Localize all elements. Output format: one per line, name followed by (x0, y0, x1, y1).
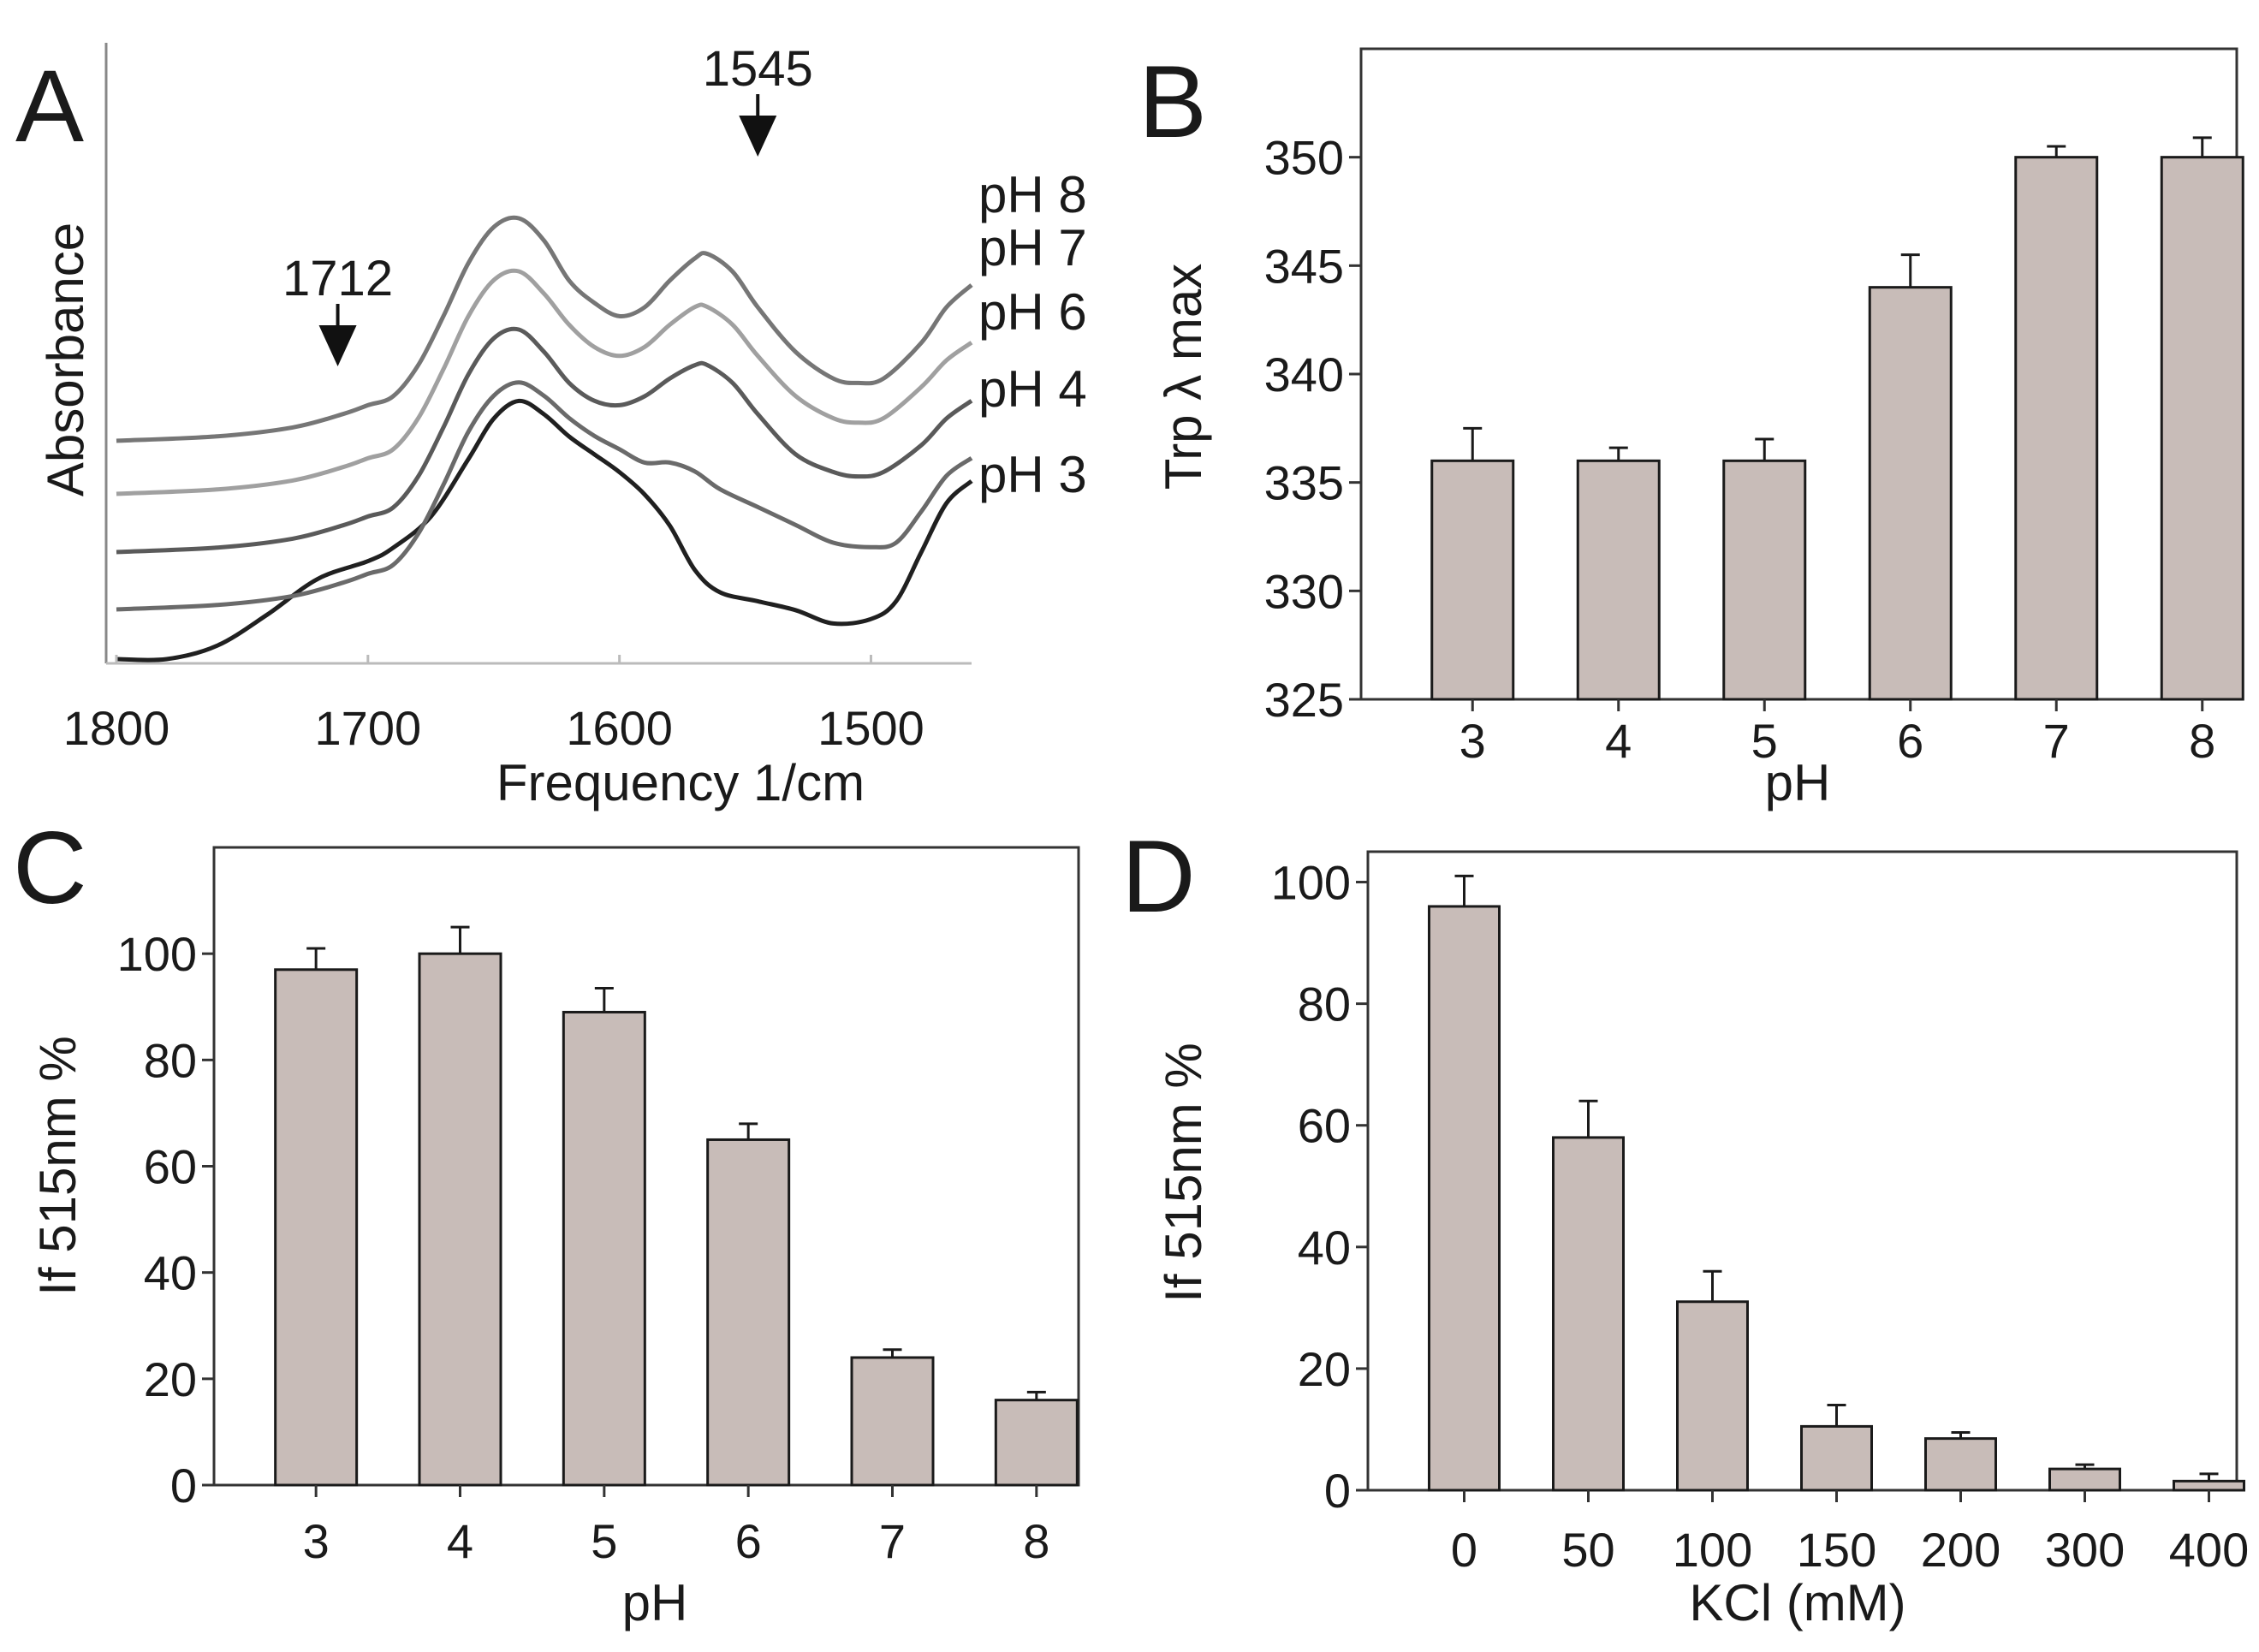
bar-8 (994, 1399, 1079, 1487)
bar-4 (1576, 459, 1661, 701)
y-tick-label: 330 (1264, 564, 1344, 618)
bar-3 (274, 968, 359, 1487)
down-arrow-icon (318, 325, 357, 366)
y-tick-label: 100 (1271, 856, 1351, 910)
panel-a-spectra: A 1800 1700 1600 1500 1712 1545 pH 3 pH 4 pH 6… (15, 41, 1087, 811)
panel-b-y-label: Trp λ max (1155, 264, 1212, 490)
series-label-ph8: pH 8 (978, 166, 1087, 223)
bar-50 (1552, 1136, 1625, 1492)
x-tick-label: 1800 (63, 701, 170, 755)
bar-4 (418, 952, 502, 1487)
bar-8 (2160, 156, 2244, 701)
x-tick-label: 1700 (315, 701, 422, 755)
spectrum-line-ph7 (116, 268, 973, 496)
x-tick-label: 7 (879, 1514, 906, 1568)
bar-150 (1800, 1424, 1873, 1492)
y-tick-label: 60 (1298, 1099, 1351, 1153)
peak-annotation-1545: 1545 (703, 41, 813, 97)
panel-c-x-label: pH (622, 1574, 688, 1631)
x-tick-label: 1600 (566, 701, 673, 755)
panel-c-if-ph-chart: C 0 20 40 60 80 100 3 4 5 6 7 8 pH If 515nm % (13, 811, 1080, 1631)
y-tick-label: 335 (1264, 456, 1344, 510)
y-tick-label: 340 (1264, 348, 1344, 401)
spectrum-line-ph8 (116, 215, 973, 443)
y-tick-label: 20 (1298, 1342, 1351, 1396)
bar-0 (1428, 905, 1501, 1492)
bar-100 (1676, 1300, 1749, 1492)
y-tick-label: 40 (1298, 1221, 1351, 1275)
y-tick-label: 100 (117, 927, 197, 981)
y-tick-label: 80 (144, 1033, 197, 1087)
spectrum-line-ph6 (116, 326, 973, 555)
bar-3 (1430, 459, 1515, 701)
x-tick-label: 4 (447, 1514, 473, 1568)
x-tick-label: 6 (735, 1514, 762, 1568)
bar-300 (2048, 1467, 2121, 1492)
x-tick-label: 4 (1605, 714, 1632, 768)
panel-b-label: B (1138, 45, 1207, 159)
series-label-ph4: pH 4 (978, 360, 1087, 418)
y-tick-label: 345 (1264, 239, 1344, 293)
x-tick-label: 100 (1673, 1523, 1752, 1577)
y-tick-label: 40 (144, 1246, 197, 1300)
y-tick-label: 60 (144, 1140, 197, 1194)
panel-d-x-label: KCl (mM) (1689, 1574, 1905, 1631)
y-tick-label: 325 (1264, 673, 1344, 727)
x-tick-label: 3 (1459, 714, 1486, 768)
y-tick-label: 0 (170, 1459, 197, 1512)
panel-d-label: D (1121, 819, 1196, 934)
panel-b-x-label: pH (1765, 754, 1831, 811)
series-label-ph7: pH 7 (978, 219, 1087, 276)
x-tick-label: 3 (303, 1514, 330, 1568)
bar-7 (850, 1356, 935, 1487)
spectrum-line-ph3 (116, 398, 973, 663)
x-tick-label: 6 (1897, 714, 1923, 768)
x-tick-label: 50 (1561, 1523, 1614, 1577)
x-tick-label: 7 (2043, 714, 2070, 768)
x-tick-label: 150 (1797, 1523, 1876, 1577)
x-tick-label: 300 (2045, 1523, 2125, 1577)
panel-c-label: C (13, 811, 87, 925)
spectrum-line-ph4 (116, 380, 973, 612)
x-tick-label: 8 (2189, 714, 2215, 768)
x-tick-label: 1500 (817, 701, 924, 755)
bar-7 (2014, 156, 2099, 701)
series-label-ph6: pH 6 (978, 283, 1087, 341)
x-tick-label: 8 (1023, 1514, 1049, 1568)
x-tick-label: 400 (2169, 1523, 2249, 1577)
bar-5 (562, 1010, 646, 1487)
bar-6 (706, 1138, 791, 1487)
y-tick-label: 350 (1264, 131, 1344, 185)
x-tick-label: 0 (1451, 1523, 1477, 1577)
x-tick-label: 200 (1921, 1523, 2000, 1577)
panel-c-y-label: If 515nm % (29, 1036, 86, 1296)
panel-a-x-label: Frequency 1/cm (496, 754, 865, 811)
bar-5 (1722, 459, 1807, 701)
down-arrow-icon (739, 116, 777, 157)
panel-a-y-label: Absorbance (37, 223, 94, 496)
y-tick-label: 80 (1298, 978, 1351, 1031)
y-tick-label: 20 (144, 1352, 197, 1406)
panel-a-label: A (15, 49, 84, 163)
bar-200 (1924, 1437, 1997, 1492)
peak-annotation-1712: 1712 (282, 251, 393, 306)
series-label-ph3: pH 3 (978, 446, 1087, 503)
x-tick-label: 5 (591, 1514, 617, 1568)
bar-6 (1868, 286, 1953, 701)
y-tick-label: 0 (1324, 1464, 1351, 1518)
bar-400 (2173, 1479, 2245, 1492)
panel-d-if-kcl-chart: D 0 20 40 60 80 100 0 50 100 150 200 300 400 KCl (mM… (1121, 819, 2249, 1631)
x-tick-label: 5 (1751, 714, 1778, 768)
panel-d-y-label: If 515nm % (1155, 1043, 1212, 1303)
